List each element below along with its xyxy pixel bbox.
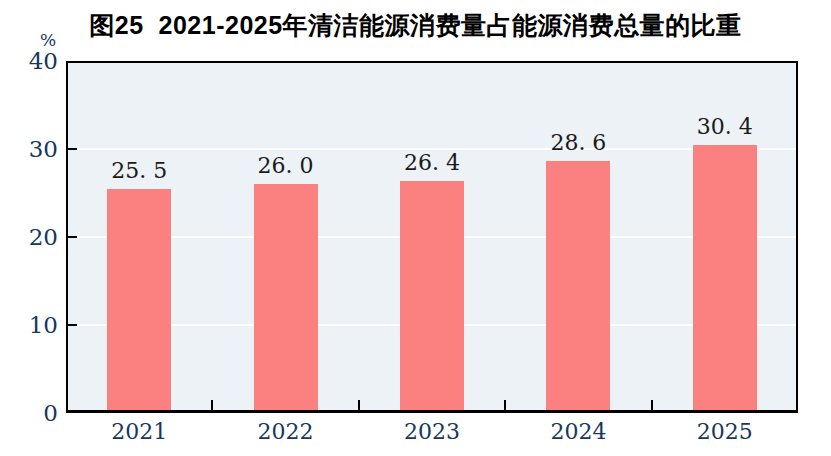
y-axis-tick xyxy=(68,148,77,150)
bar-value-label: 26. 0 xyxy=(231,154,341,178)
x-axis-tick xyxy=(504,400,506,410)
y-axis-tick-label: 10 xyxy=(14,313,58,337)
x-axis-label-2021: 2021 xyxy=(84,419,194,445)
bar-value-label: 30. 4 xyxy=(670,115,780,139)
y-axis-tick-label: 0 xyxy=(14,401,58,425)
chart-title: 图25 2021-2025年清洁能源消费量占能源消费总量的比重 xyxy=(0,8,831,42)
x-axis-label-2023: 2023 xyxy=(377,419,487,445)
x-axis-tick xyxy=(358,400,360,410)
bar-value-label: 26. 4 xyxy=(377,151,487,175)
x-axis-tick xyxy=(651,400,653,410)
bar-2023 xyxy=(400,181,464,410)
y-axis-unit-label: % xyxy=(40,30,80,50)
y-axis-tick xyxy=(68,236,77,238)
x-axis-tick xyxy=(211,400,213,410)
bar-2024 xyxy=(546,161,610,410)
plot-area xyxy=(66,61,798,413)
y-axis-tick-label: 30 xyxy=(14,137,58,161)
x-axis-label-2022: 2022 xyxy=(231,419,341,445)
y-axis-tick-label: 40 xyxy=(14,49,58,73)
bar-value-label: 25. 5 xyxy=(84,159,194,183)
bar-2025 xyxy=(693,145,757,410)
bar-value-label: 28. 6 xyxy=(523,131,633,155)
y-axis-tick-label: 20 xyxy=(14,225,58,249)
x-axis-label-2024: 2024 xyxy=(523,419,633,445)
bar-2021 xyxy=(107,189,171,410)
x-axis-label-2025: 2025 xyxy=(670,419,780,445)
clean-energy-share-bar-chart: 图25 2021-2025年清洁能源消费量占能源消费总量的比重 % 0 10 20 3… xyxy=(0,0,831,456)
bar-2022 xyxy=(254,184,318,410)
y-axis-tick xyxy=(68,324,77,326)
